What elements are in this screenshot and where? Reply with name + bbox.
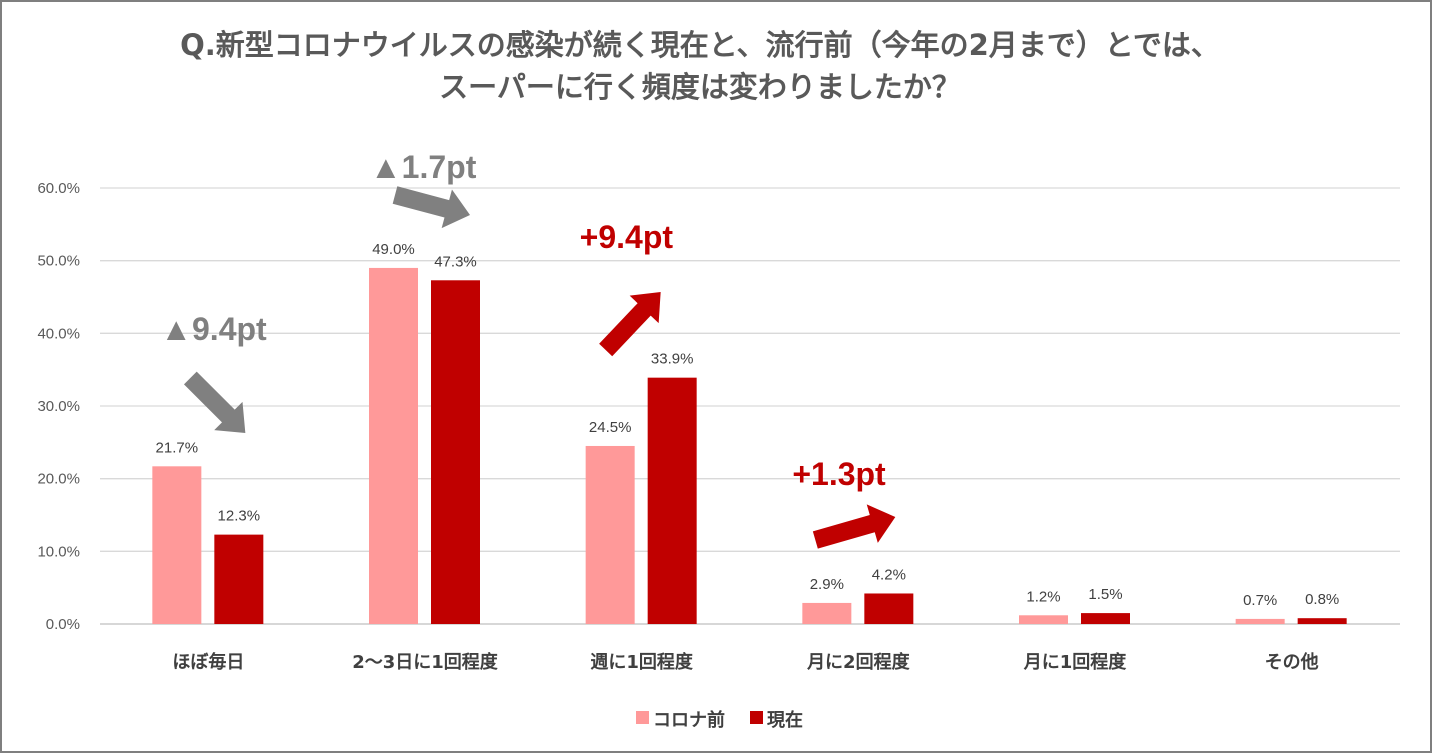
y-tick-label: 10.0% bbox=[37, 543, 80, 560]
data-label: 1.2% bbox=[1026, 588, 1060, 605]
bar-current bbox=[1081, 613, 1130, 624]
bar-before bbox=[1235, 618, 1285, 624]
y-tick-label: 60.0% bbox=[37, 180, 80, 197]
change-annotation: +1.3pt bbox=[792, 456, 886, 492]
x-tick-label: 月に1回程度 bbox=[1023, 651, 1128, 673]
legend-label: コロナ前 bbox=[653, 709, 725, 731]
arrow-up-icon bbox=[812, 504, 896, 549]
chart-title-line2: スーパーに行く頻度は変わりましたか？ bbox=[439, 70, 961, 104]
y-tick-label: 40.0% bbox=[37, 325, 80, 342]
arrow-up-icon bbox=[599, 292, 661, 357]
x-tick-label: 週に1回程度 bbox=[590, 651, 694, 673]
data-label: 49.0% bbox=[372, 241, 415, 258]
data-label: 1.5% bbox=[1088, 586, 1122, 603]
change-annotation: ▲9.4pt bbox=[160, 311, 267, 347]
change-annotation: +9.4pt bbox=[580, 219, 674, 255]
data-label: 47.3% bbox=[434, 253, 477, 270]
y-tick-label: 50.0% bbox=[37, 253, 80, 270]
bar-current bbox=[214, 534, 264, 624]
bar-before bbox=[152, 466, 202, 624]
y-tick-label: 0.0% bbox=[46, 616, 80, 633]
change-annotation: ▲1.7pt bbox=[370, 149, 477, 185]
bar-current bbox=[431, 280, 480, 624]
legend-swatch bbox=[750, 711, 763, 724]
x-tick-label: その他 bbox=[1265, 651, 1319, 673]
x-tick-label: ほぼ毎日 bbox=[172, 651, 244, 673]
y-tick-label: 30.0% bbox=[37, 398, 80, 415]
data-label: 33.9% bbox=[651, 351, 694, 368]
data-label: 0.8% bbox=[1305, 591, 1339, 608]
data-label: 0.7% bbox=[1243, 592, 1277, 609]
legend-label: 現在 bbox=[767, 709, 803, 731]
bar-current bbox=[647, 377, 697, 624]
data-label: 2.9% bbox=[810, 576, 844, 593]
data-label: 21.7% bbox=[156, 439, 199, 456]
data-label: 4.2% bbox=[872, 566, 906, 583]
bar-before bbox=[369, 267, 418, 624]
y-tick-label: 20.0% bbox=[37, 471, 80, 488]
x-tick-label: 2～3日に1回程度 bbox=[352, 651, 499, 673]
data-label: 12.3% bbox=[218, 508, 261, 525]
legend-swatch bbox=[636, 711, 649, 724]
arrow-down-icon bbox=[392, 186, 470, 229]
bar-before bbox=[585, 445, 635, 624]
arrow-down-icon bbox=[183, 371, 246, 433]
bar-current bbox=[1297, 618, 1347, 624]
x-tick-label: 月に2回程度 bbox=[806, 651, 911, 673]
bar-current bbox=[864, 593, 914, 624]
bar-before bbox=[802, 602, 852, 624]
bar-before bbox=[1019, 615, 1068, 624]
chart-title-line1: Q.新型コロナウイルスの感染が続く現在と、流行前（今年の2月まで）とでは、 bbox=[180, 28, 1220, 62]
data-label: 24.5% bbox=[589, 419, 632, 436]
